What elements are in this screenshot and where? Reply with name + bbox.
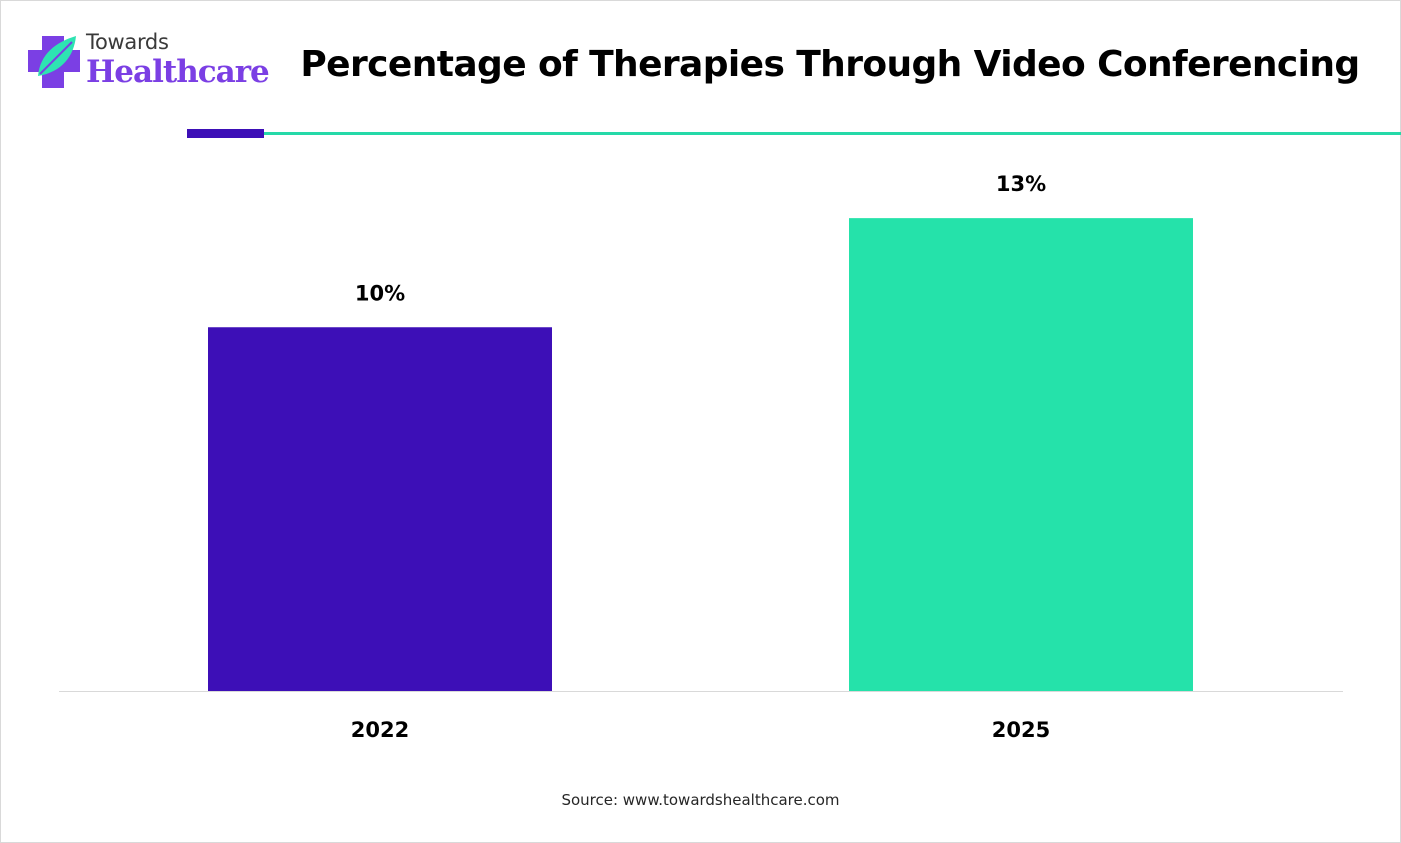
- title-underline-accent: [187, 129, 264, 138]
- medical-cross-leaf-icon: [28, 36, 80, 88]
- data-label-2022: 10%: [355, 281, 405, 305]
- bar-2025: [849, 218, 1193, 691]
- chart-title: Percentage of Therapies Through Video Co…: [300, 44, 1360, 85]
- title-underline-rule: [264, 132, 1401, 135]
- x-tick-label-2025: 2025: [992, 718, 1050, 742]
- brand-name-line2: Healthcare: [86, 54, 270, 90]
- brand-logo: Towards Healthcare: [26, 30, 276, 100]
- bar-2022: [208, 327, 552, 691]
- x-tick-label-2022: 2022: [351, 718, 409, 742]
- source-note: Source: www.towardshealthcare.com: [561, 791, 840, 809]
- brand-name-line1: Towards: [86, 30, 169, 54]
- data-label-2025: 13%: [996, 172, 1046, 196]
